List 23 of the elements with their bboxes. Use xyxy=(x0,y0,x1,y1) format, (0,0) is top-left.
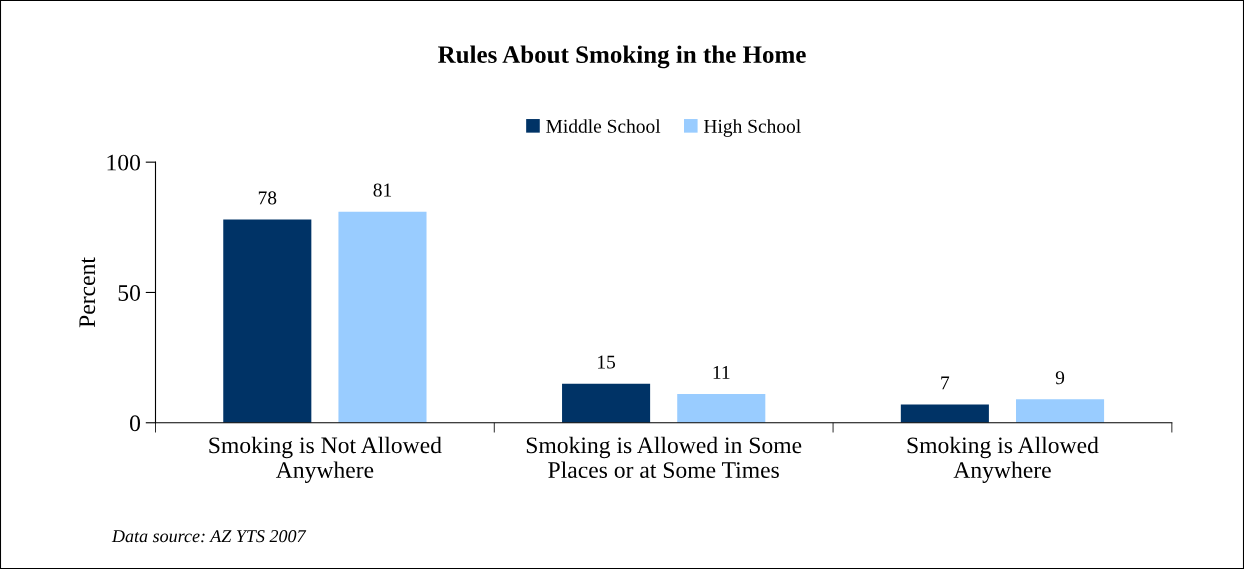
bar xyxy=(338,211,427,423)
legend-label: High School xyxy=(703,119,801,137)
bar xyxy=(1016,399,1105,423)
x-tick-label: Smoking is Allowed Anywhere xyxy=(907,436,1099,483)
data-label: 81 xyxy=(373,183,392,197)
y-tick-label: 50 xyxy=(118,284,141,301)
y-tick-label: 0 xyxy=(130,415,141,432)
chart-title: Rules About Smoking in the Home xyxy=(438,45,806,69)
data-label: 7 xyxy=(941,376,950,390)
y-axis-title: Percent xyxy=(79,257,96,328)
x-tick-label: Smoking is Not Allowed Anywhere xyxy=(209,436,442,483)
data-label: 11 xyxy=(713,366,730,379)
legend-label: Middle School xyxy=(546,119,661,133)
data-label: 15 xyxy=(598,355,616,369)
source-note: Data source: AZ YTS 2007 xyxy=(111,530,307,543)
bar xyxy=(677,394,766,423)
bar xyxy=(223,219,312,423)
bar xyxy=(562,383,651,423)
x-tick-label: Smoking is Allowed in Some Places or at Some Times xyxy=(526,436,802,479)
y-tick-label: 100 xyxy=(107,154,141,171)
data-label: 9 xyxy=(1055,371,1065,385)
bar xyxy=(900,404,989,423)
data-label: 78 xyxy=(258,191,277,205)
